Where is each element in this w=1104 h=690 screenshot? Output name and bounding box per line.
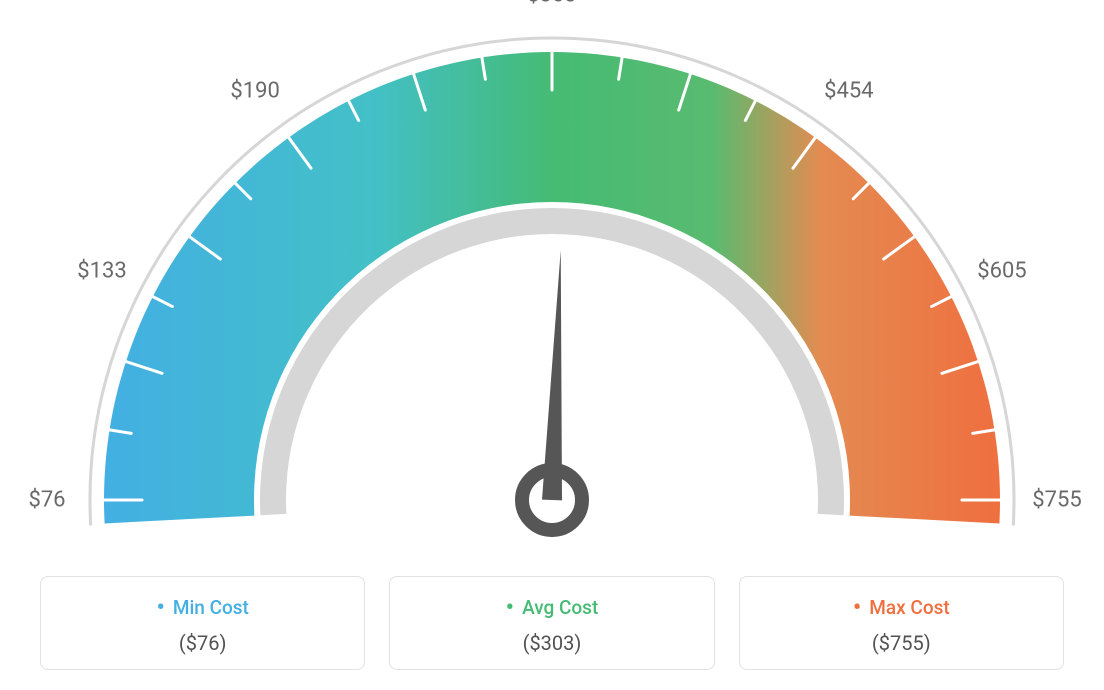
gauge-scale-label: $303 [527,0,576,8]
gauge-svg [0,0,1104,560]
legend-card-max: Max Cost ($755) [739,576,1064,670]
legend-card-min: Min Cost ($76) [40,576,365,670]
legend-title-max: Max Cost [752,593,1051,621]
gauge-scale-label: $755 [1032,488,1081,513]
gauge-scale-label: $454 [824,79,873,104]
legend-card-avg: Avg Cost ($303) [389,576,714,670]
legend-row: Min Cost ($76) Avg Cost ($303) Max Cost … [40,576,1064,670]
gauge-chart: $76 $133 $190 $303 $454 $605 $755 [0,0,1104,560]
gauge-scale-label: $605 [977,258,1026,283]
gauge-scale-label: $190 [230,79,279,104]
gauge-scale-label: $133 [77,258,126,283]
legend-value-min: ($76) [53,631,352,655]
legend-value-max: ($755) [752,631,1051,655]
gauge-scale-label: $76 [28,488,65,513]
legend-value-avg: ($303) [402,631,701,655]
legend-title-avg: Avg Cost [402,593,701,621]
legend-title-min: Min Cost [53,593,352,621]
